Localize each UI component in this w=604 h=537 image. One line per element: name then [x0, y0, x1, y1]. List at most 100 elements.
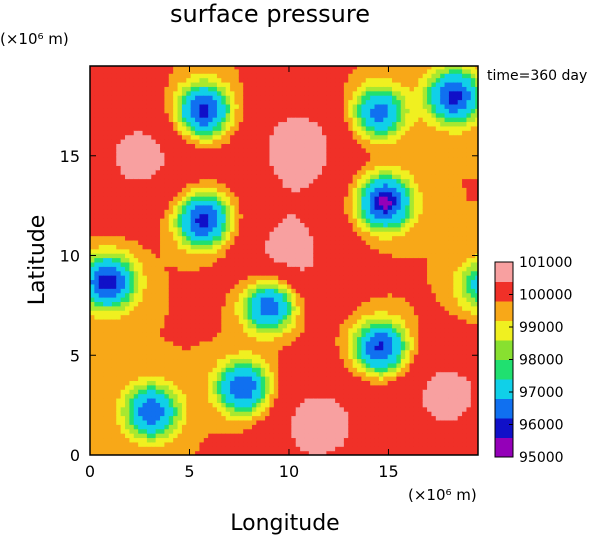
field-cell	[216, 380, 222, 386]
field-cell	[251, 125, 257, 131]
field-cell	[260, 73, 266, 79]
field-cell	[330, 371, 336, 377]
field-cell	[278, 226, 284, 232]
field-cell	[330, 257, 336, 263]
field-cell	[160, 266, 166, 272]
field-cell	[181, 428, 187, 434]
field-cell	[243, 314, 249, 320]
field-cell	[90, 367, 95, 373]
field-cell	[212, 253, 218, 259]
field-cell	[94, 288, 100, 294]
field-cell	[317, 279, 323, 285]
field-cell	[94, 371, 100, 377]
field-cell	[138, 218, 144, 223]
field-cell	[225, 182, 231, 188]
field-cell	[203, 380, 209, 386]
field-cell	[225, 450, 231, 455]
field-cell	[234, 182, 240, 188]
field-cell	[142, 327, 148, 333]
field-cell	[164, 231, 170, 237]
field-cell	[120, 393, 126, 399]
field-cell	[256, 95, 262, 101]
field-cell	[103, 143, 109, 149]
field-cell	[256, 213, 262, 219]
field-cell	[129, 428, 135, 434]
field-cell	[125, 411, 130, 417]
field-cell	[308, 340, 314, 346]
field-cell	[269, 297, 275, 302]
field-cell	[195, 345, 201, 351]
field-cell	[195, 239, 201, 245]
field-cell	[111, 349, 117, 355]
field-cell	[322, 371, 327, 377]
field-cell	[98, 318, 104, 324]
field-cell	[251, 323, 257, 329]
field-cell	[168, 99, 174, 105]
field-cell	[120, 165, 126, 171]
field-cell	[308, 318, 314, 324]
field-cell	[278, 235, 284, 241]
field-cell	[295, 261, 301, 267]
field-cell	[304, 139, 310, 144]
field-cell	[94, 99, 100, 105]
field-cell	[238, 340, 244, 346]
field-cell	[308, 380, 314, 386]
field-cell	[243, 95, 249, 101]
field-cell	[164, 397, 170, 403]
field-cell	[146, 393, 152, 399]
field-cell	[173, 393, 179, 399]
field-cell	[116, 288, 122, 294]
field-cell	[247, 397, 253, 403]
field-cell	[212, 66, 218, 70]
field-cell	[313, 270, 319, 276]
field-cell	[225, 279, 231, 285]
field-cell	[265, 371, 271, 377]
field-cell	[181, 112, 187, 118]
field-cell	[243, 68, 249, 74]
field-cell	[282, 323, 288, 329]
field-cell	[111, 332, 117, 338]
field-cell	[243, 81, 249, 87]
field-cell	[111, 156, 117, 162]
field-cell	[216, 323, 222, 329]
field-cell	[256, 384, 262, 390]
field-cell	[160, 112, 166, 118]
field-cell	[212, 340, 218, 346]
field-cell	[90, 261, 95, 267]
field-cell	[125, 270, 130, 276]
field-cell	[225, 95, 231, 101]
field-cell	[286, 389, 292, 395]
field-cell	[195, 248, 201, 254]
field-cell	[295, 239, 301, 245]
field-cell	[195, 428, 201, 434]
field-cell	[195, 266, 201, 272]
field-cell	[125, 226, 130, 232]
field-cell	[181, 327, 187, 333]
field-cell	[111, 437, 117, 443]
field-cell	[304, 393, 310, 399]
field-cell	[278, 152, 284, 158]
field-cell	[322, 446, 327, 452]
field-cell	[195, 411, 201, 417]
field-cell	[208, 288, 214, 294]
field-cell	[90, 349, 95, 355]
field-cell	[247, 182, 253, 188]
field-cell	[216, 235, 222, 241]
field-cell	[221, 130, 227, 136]
field-cell	[173, 218, 179, 223]
field-cell	[129, 358, 135, 364]
field-cell	[199, 257, 205, 263]
field-cell	[326, 305, 332, 311]
field-cell	[90, 380, 95, 386]
field-cell	[146, 428, 152, 434]
field-cell	[186, 112, 192, 118]
field-cell	[94, 424, 100, 430]
field-cell	[322, 125, 327, 131]
field-cell	[111, 204, 117, 210]
field-cell	[129, 380, 135, 386]
field-cell	[225, 73, 231, 79]
field-cell	[120, 121, 126, 127]
field-cell	[286, 156, 292, 162]
field-cell	[216, 314, 222, 320]
field-cell	[181, 292, 187, 298]
